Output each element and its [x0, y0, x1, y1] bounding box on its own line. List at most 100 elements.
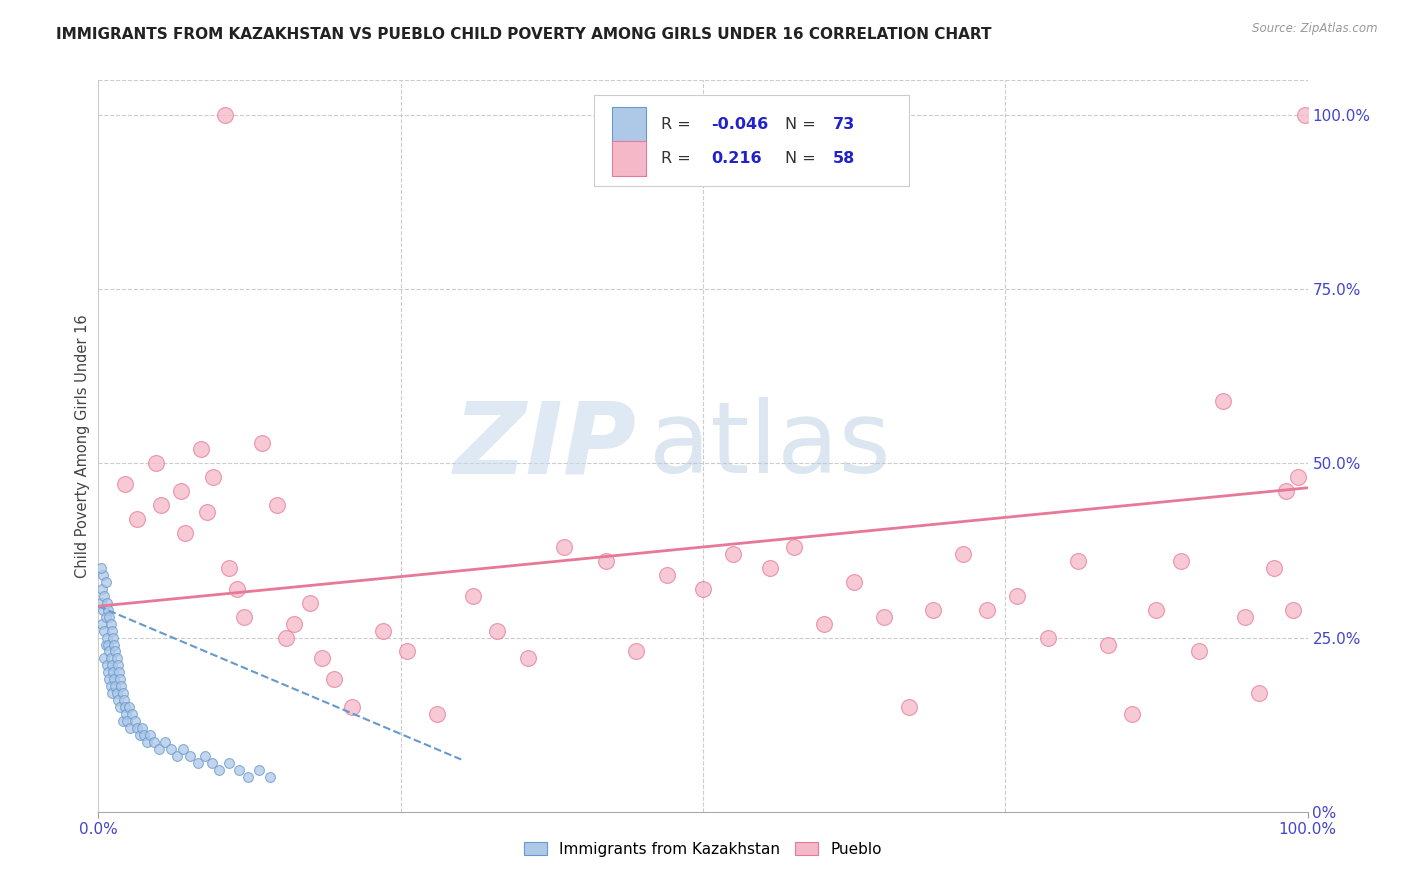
Text: R =: R =: [661, 117, 696, 132]
Point: [202, 470, 225, 484]
Point: [143, 735, 166, 749]
Point: [873, 609, 896, 624]
Point: [100, 616, 122, 631]
Point: [813, 616, 835, 631]
Point: [98, 673, 121, 687]
Point: [160, 742, 183, 756]
Point: [226, 582, 249, 596]
Point: [782, 540, 804, 554]
Point: [228, 763, 250, 777]
Y-axis label: Child Poverty Among Girls Under 16: Child Poverty Among Girls Under 16: [75, 314, 90, 578]
Point: [100, 658, 122, 673]
Point: [1007, 589, 1029, 603]
Point: [114, 700, 136, 714]
Point: [90, 561, 112, 575]
Text: Source: ZipAtlas.com: Source: ZipAtlas.com: [1253, 22, 1378, 36]
Point: [174, 526, 197, 541]
Point: [150, 498, 173, 512]
Text: 58: 58: [832, 151, 855, 166]
Point: [1121, 707, 1143, 722]
Point: [98, 609, 121, 624]
Point: [486, 624, 509, 638]
Text: IMMIGRANTS FROM KAZAKHSTAN VS PUEBLO CHILD POVERTY AMONG GIRLS UNDER 16 CORRELAT: IMMIGRANTS FROM KAZAKHSTAN VS PUEBLO CHI…: [56, 27, 991, 42]
Point: [148, 742, 170, 756]
Point: [110, 679, 132, 693]
Text: 73: 73: [832, 117, 855, 132]
Point: [553, 540, 575, 554]
Point: [1275, 484, 1298, 499]
Point: [96, 631, 118, 645]
Point: [187, 756, 209, 770]
Text: atlas: atlas: [648, 398, 890, 494]
Point: [131, 721, 153, 735]
Point: [108, 665, 131, 680]
Point: [1097, 638, 1119, 652]
Point: [93, 589, 115, 603]
Point: [166, 749, 188, 764]
Point: [101, 631, 124, 645]
Point: [96, 658, 118, 673]
Point: [250, 435, 273, 450]
Point: [108, 700, 131, 714]
Point: [127, 512, 149, 526]
FancyBboxPatch shape: [613, 141, 647, 176]
FancyBboxPatch shape: [613, 107, 647, 142]
Point: [107, 658, 129, 673]
Point: [214, 108, 236, 122]
FancyBboxPatch shape: [595, 95, 908, 186]
Point: [218, 756, 240, 770]
Point: [134, 728, 156, 742]
Point: [692, 582, 714, 596]
Point: [101, 665, 124, 680]
Point: [201, 756, 224, 770]
Point: [93, 624, 115, 638]
Point: [104, 644, 127, 658]
Point: [115, 707, 138, 722]
Point: [100, 686, 122, 700]
Point: [111, 686, 134, 700]
Point: [121, 707, 143, 722]
Point: [172, 742, 194, 756]
Point: [139, 728, 162, 742]
Point: [112, 693, 135, 707]
Point: [1233, 609, 1256, 624]
Point: [145, 457, 167, 471]
Point: [100, 679, 122, 693]
Text: -0.046: -0.046: [711, 117, 769, 132]
Point: [516, 651, 538, 665]
Point: [1067, 554, 1090, 568]
Point: [93, 651, 115, 665]
Point: [844, 574, 866, 589]
Point: [103, 673, 125, 687]
Point: [323, 673, 346, 687]
Point: [1263, 561, 1285, 575]
Point: [107, 693, 129, 707]
Point: [311, 651, 333, 665]
Point: [114, 477, 136, 491]
Point: [91, 567, 114, 582]
Point: [655, 567, 678, 582]
Point: [342, 700, 364, 714]
Point: [1212, 393, 1234, 408]
Point: [94, 638, 117, 652]
Point: [976, 603, 998, 617]
Point: [94, 609, 117, 624]
Point: [108, 673, 131, 687]
Point: [118, 721, 141, 735]
Point: [97, 638, 120, 652]
Point: [118, 700, 141, 714]
Point: [426, 707, 449, 722]
Point: [921, 603, 943, 617]
Point: [299, 596, 322, 610]
Point: [266, 498, 288, 512]
Point: [90, 596, 112, 610]
Point: [952, 547, 974, 561]
Point: [100, 624, 122, 638]
Point: [105, 651, 128, 665]
Point: [91, 603, 114, 617]
Point: [124, 714, 146, 728]
Text: R =: R =: [661, 151, 696, 166]
Point: [274, 631, 297, 645]
Text: ZIP: ZIP: [454, 398, 637, 494]
Point: [1294, 108, 1316, 122]
